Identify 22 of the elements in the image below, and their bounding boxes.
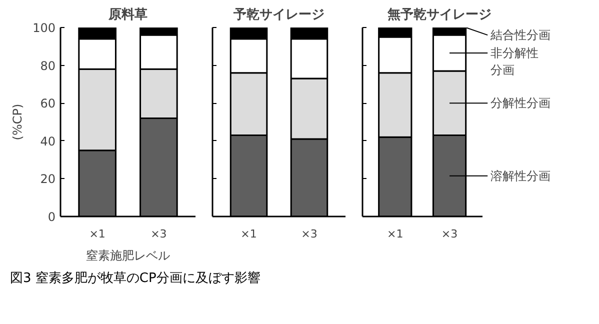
chart-title: 原料草 xyxy=(108,8,148,22)
x-tick-label: ×1 xyxy=(240,228,257,240)
y-tick-label: 100 xyxy=(32,21,56,35)
y-tick-label: 60 xyxy=(40,96,56,111)
x-tick-label: ×3 xyxy=(150,228,167,240)
legend-label: 溶解性分画 xyxy=(490,168,550,183)
y-tick-label: 0 xyxy=(48,210,56,224)
legend-label: 結合性分画 xyxy=(489,28,550,42)
chart-title: 無予乾サイレージ xyxy=(386,8,492,22)
x-axis-title: 窒素施肥レベル xyxy=(86,248,170,262)
x-tick-label: ×3 xyxy=(441,228,458,240)
y-tick-label: 80 xyxy=(40,58,56,73)
x-tick-label: ×1 xyxy=(387,228,404,240)
x-tick-label: ×1 xyxy=(89,228,106,240)
y-tick-label: 40 xyxy=(40,134,56,148)
chart-title: 予乾サイレージ xyxy=(232,8,324,22)
legend-label: 分解性分画 xyxy=(490,96,550,110)
x-tick-label: ×3 xyxy=(301,228,318,240)
caption: 図3 窒素多肥が牧草のCP分画に及ぼす影響 xyxy=(10,270,260,288)
y-axis-title: (%CP) xyxy=(10,104,25,140)
legend-label: 非分解性分画 xyxy=(490,46,538,77)
y-tick-label: 20 xyxy=(40,172,56,186)
